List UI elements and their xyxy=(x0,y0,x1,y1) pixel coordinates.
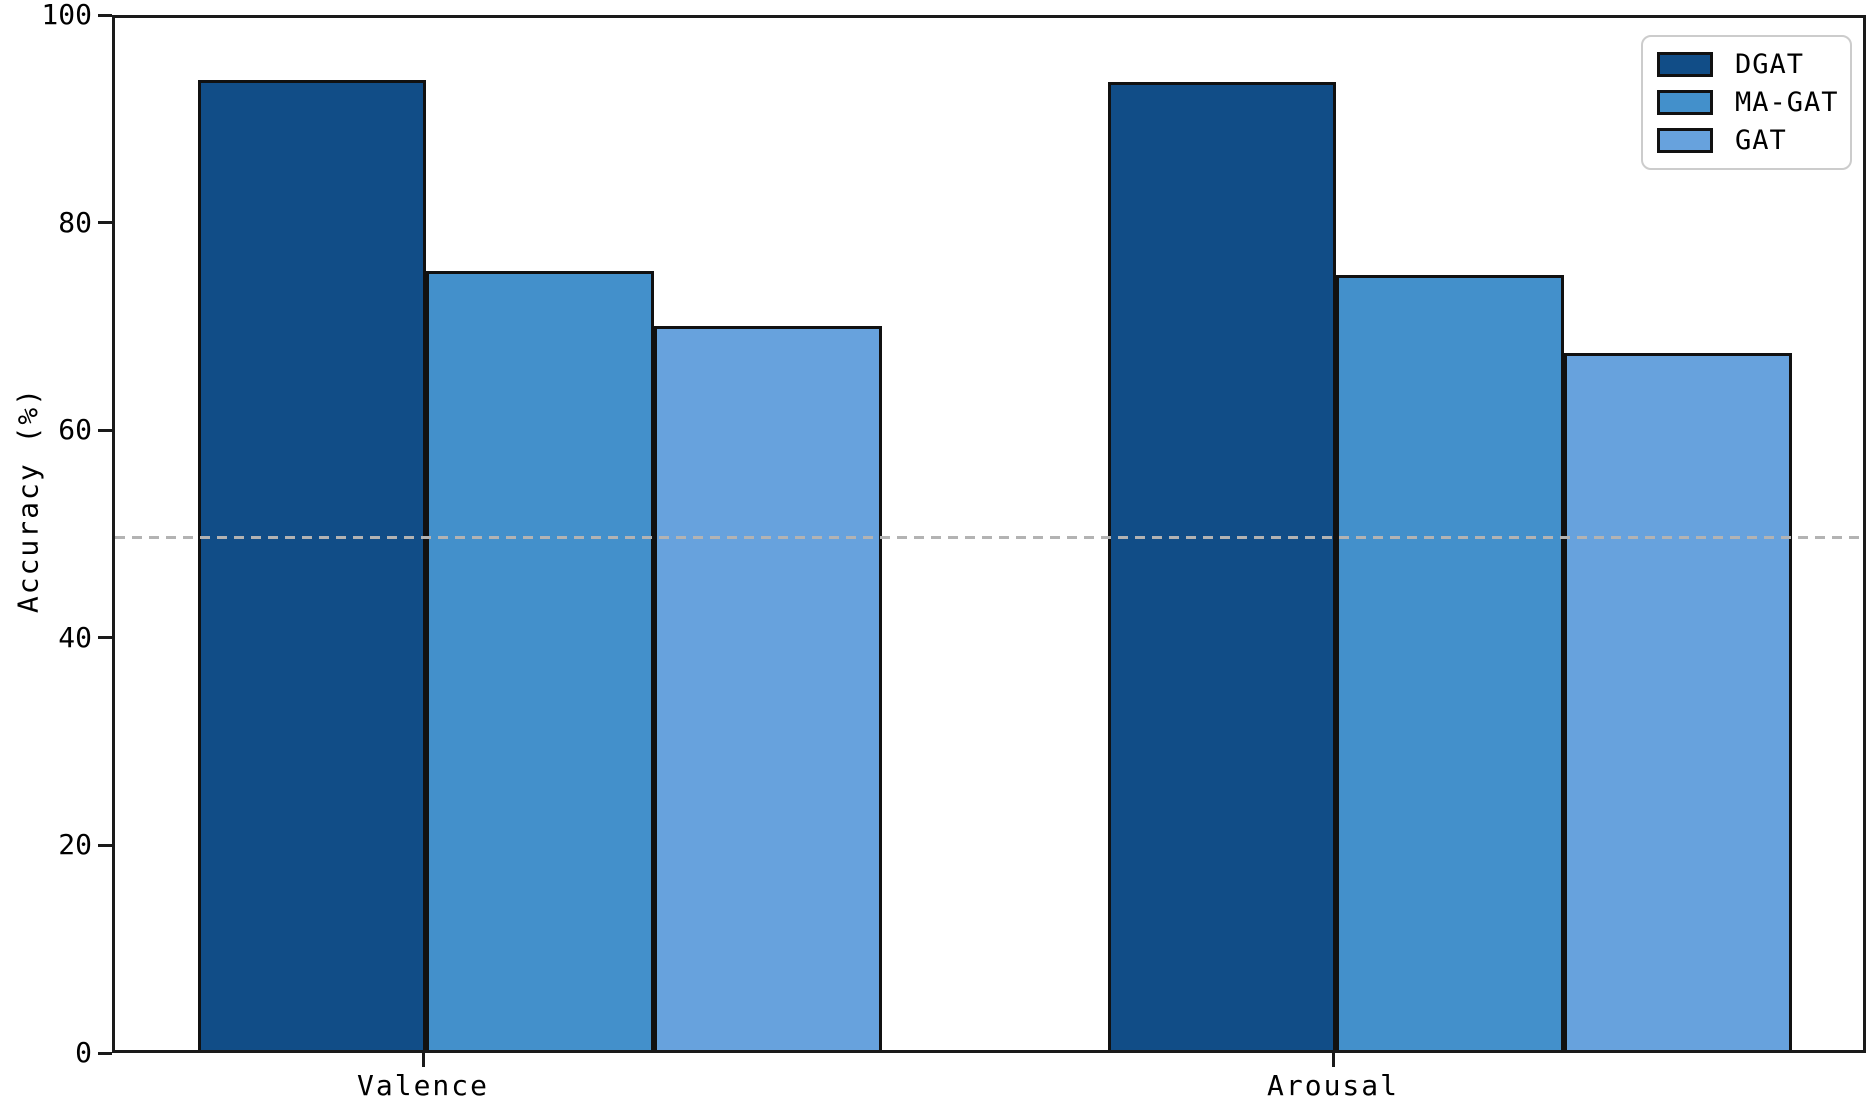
legend-row-ma-gat: MA-GAT xyxy=(1657,89,1850,116)
bar-arousal-ma-gat xyxy=(1336,274,1564,1050)
y-tick-mark-60 xyxy=(98,428,112,432)
y-tick-mark-0 xyxy=(98,1051,112,1055)
bar-arousal-gat xyxy=(1564,352,1792,1050)
plot-area: DGAT MA-GAT GAT xyxy=(112,15,1866,1053)
x-tick-mark-valence xyxy=(421,1053,425,1067)
y-tick-label-80: 80 xyxy=(58,205,92,239)
legend-label-ma-gat: MA-GAT xyxy=(1735,87,1839,118)
legend: DGAT MA-GAT GAT xyxy=(1641,35,1852,170)
y-tick-label-20: 20 xyxy=(58,828,92,862)
y-tick-label-0: 0 xyxy=(75,1036,92,1069)
x-tick-mark-arousal xyxy=(1331,1053,1335,1067)
legend-label-dgat: DGAT xyxy=(1735,49,1805,80)
bar-valence-gat xyxy=(654,325,882,1050)
x-tick-label-arousal: Arousal xyxy=(1266,1069,1400,1096)
y-tick-label-100: 100 xyxy=(41,0,92,31)
bar-valence-ma-gat xyxy=(426,270,654,1050)
bar-valence-dgat xyxy=(198,79,426,1050)
y-tick-mark-40 xyxy=(98,636,112,640)
legend-label-gat: GAT xyxy=(1735,125,1787,156)
legend-swatch-ma-gat xyxy=(1657,90,1713,115)
y-tick-mark-100 xyxy=(98,13,112,17)
legend-row-gat: GAT xyxy=(1657,127,1850,154)
y-tick-label-40: 40 xyxy=(58,620,92,654)
legend-swatch-dgat xyxy=(1657,52,1713,77)
y-tick-label-60: 60 xyxy=(58,413,92,447)
x-tick-label-valence: Valence xyxy=(356,1069,490,1096)
bar-arousal-dgat xyxy=(1107,81,1336,1050)
legend-row-dgat: DGAT xyxy=(1657,51,1850,78)
y-tick-mark-20 xyxy=(98,843,112,847)
reference-line-50pct xyxy=(115,536,1863,539)
legend-swatch-gat xyxy=(1657,128,1713,153)
y-tick-mark-80 xyxy=(98,221,112,225)
